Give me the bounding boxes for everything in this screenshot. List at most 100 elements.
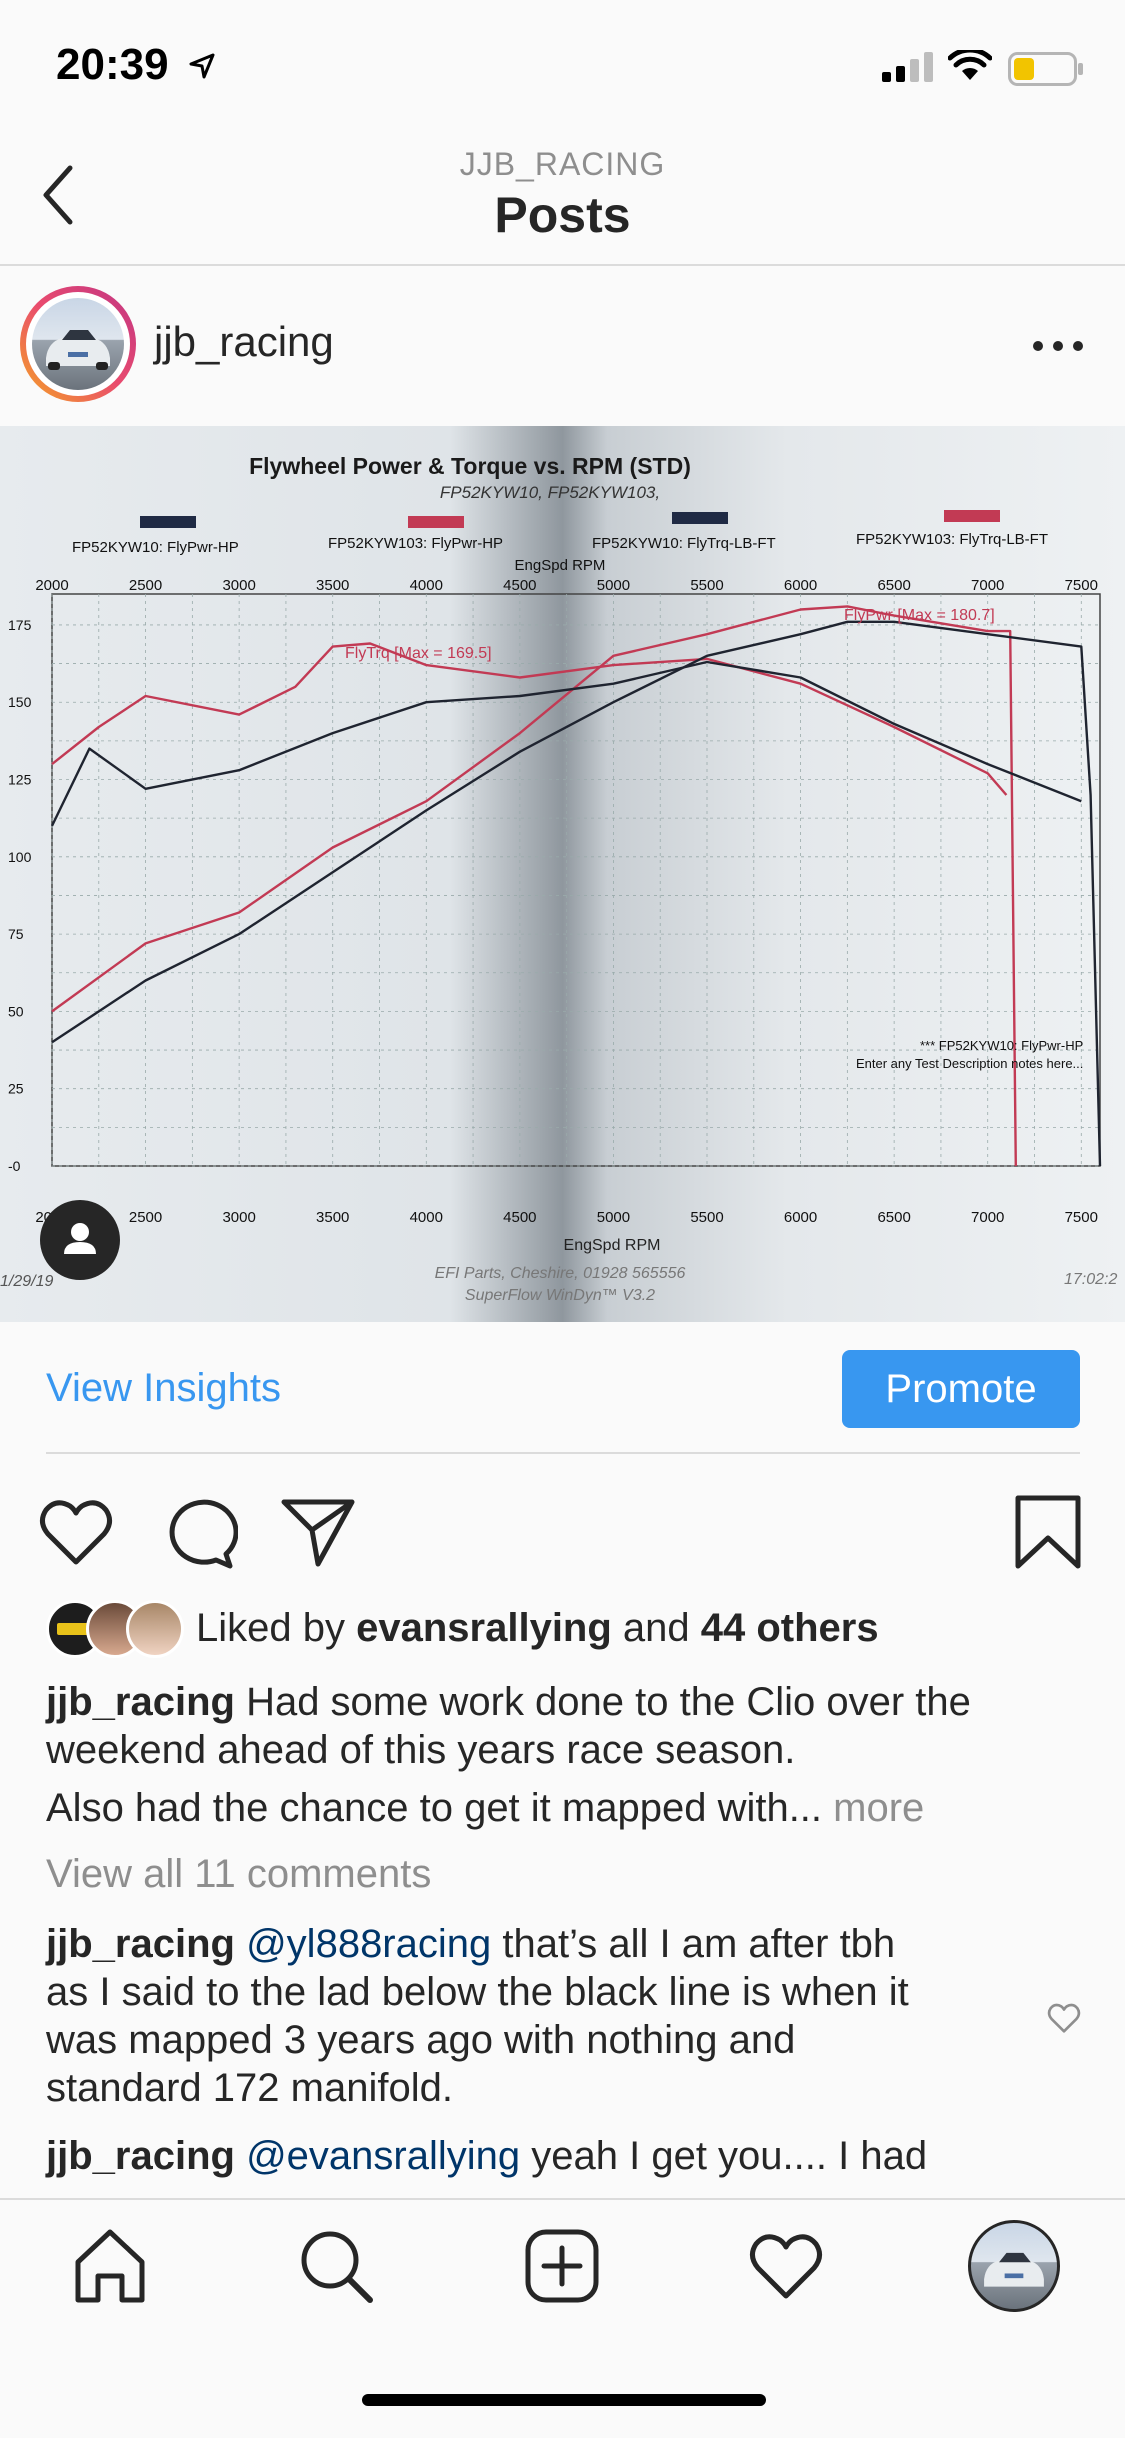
- legend-label-4: FP52KYW103: FlyTrq-LB-FT: [856, 531, 1048, 548]
- legend-swatch-3: [672, 512, 728, 524]
- likes-summary[interactable]: Liked by evansrallying and 44 others: [196, 1606, 879, 1651]
- share-icon[interactable]: [278, 1492, 358, 1572]
- comment-like-heart-icon[interactable]: [1046, 2002, 1082, 2034]
- comment-icon[interactable]: [158, 1492, 238, 1572]
- home-icon[interactable]: [70, 2226, 150, 2306]
- heart-icon[interactable]: [36, 1492, 116, 1572]
- comment-2-username[interactable]: jjb_racing: [46, 2134, 235, 2178]
- post-photo[interactable]: Flywheel Power & Torque vs. RPM (STD) FP…: [0, 426, 1125, 1322]
- caption-username[interactable]: jjb_racing: [46, 1680, 235, 1724]
- home-indicator: [362, 2394, 766, 2406]
- top-tick-label: 6000: [784, 577, 817, 594]
- legend-label-2: FP52KYW103: FlyPwr-HP: [328, 535, 503, 552]
- car-avatar-icon: [984, 2252, 1044, 2287]
- comment-1-line-3: was mapped 3 years ago with nothing and: [46, 2018, 796, 2062]
- back-arrow-icon[interactable]: [36, 160, 86, 230]
- comment-1-line-1: jjb_racing @yl888racing that’s all I am …: [46, 1922, 895, 1967]
- tagged-people-button[interactable]: [40, 1200, 120, 1280]
- top-tick-label: 2500: [129, 577, 162, 594]
- chart-title: Flywheel Power & Torque vs. RPM (STD): [249, 453, 691, 479]
- bookmark-icon[interactable]: [1008, 1492, 1088, 1572]
- chart-grid: [51, 593, 1101, 1167]
- y-tick-label: 175: [8, 617, 32, 633]
- bottom-tick-label: 3500: [316, 1209, 349, 1226]
- y-tick-label: -0: [8, 1158, 21, 1174]
- comment-1-text-1: that’s all I am after tbh: [491, 1922, 896, 1966]
- bottom-tick-label: 5500: [690, 1209, 723, 1226]
- top-tick-label: 2000: [35, 577, 68, 594]
- page-title: Posts: [494, 187, 631, 243]
- legend-swatch-4: [944, 510, 1000, 522]
- caption-line-1: jjb_racing Had some work done to the Cli…: [46, 1680, 971, 1725]
- series-line-1: [51, 605, 1017, 1167]
- likes-user[interactable]: evansrallying: [356, 1606, 612, 1650]
- footer-line-2: SuperFlow WinDyn™ V3.2: [465, 1287, 655, 1304]
- bottom-tick-label: 6000: [784, 1209, 817, 1226]
- caption-more-link[interactable]: more: [833, 1786, 925, 1830]
- more-options-icon[interactable]: [1030, 338, 1086, 354]
- footer-line-1: EFI Parts, Cheshire, 01928 565556: [435, 1265, 686, 1282]
- chart-clock: 17:02:2: [1064, 1271, 1117, 1288]
- y-tick-label: 125: [8, 772, 32, 788]
- plot-frame: [51, 593, 1101, 1167]
- location-arrow-icon: [189, 53, 215, 79]
- search-icon[interactable]: [296, 2226, 376, 2306]
- activity-heart-icon[interactable]: [746, 2226, 826, 2306]
- cellular-signal-icon: [882, 52, 933, 82]
- bottom-tick-label: 3000: [222, 1209, 255, 1226]
- car-avatar-icon: [46, 330, 110, 370]
- person-icon: [64, 1223, 96, 1254]
- liker-avatar-3: [126, 1600, 184, 1658]
- top-tick-label: 3500: [316, 577, 349, 594]
- legend-swatch-1: [140, 516, 196, 528]
- legend-label-1: FP52KYW10: FlyPwr-HP: [72, 539, 239, 556]
- legend-swatch-2: [408, 516, 464, 528]
- liker-logo-icon: [57, 1623, 93, 1635]
- top-tick-label: 4000: [410, 577, 443, 594]
- account-name: JJB_RACING: [459, 146, 666, 182]
- view-insights-link[interactable]: View Insights: [46, 1366, 281, 1410]
- bottom-tick-label: 7000: [971, 1209, 1004, 1226]
- avatar[interactable]: [32, 298, 124, 390]
- legend-label-3: FP52KYW10: FlyTrq-LB-FT: [592, 535, 776, 552]
- likes-mid: and: [611, 1606, 701, 1650]
- likes-count[interactable]: 44 others: [700, 1606, 879, 1650]
- comment-1-line-4: standard 172 manifold.: [46, 2066, 453, 2110]
- y-tick-label: 150: [8, 694, 32, 710]
- comment-2-mention[interactable]: @evansrallying: [246, 2134, 521, 2178]
- bottom-tick-label: 2500: [129, 1209, 162, 1226]
- top-axis-label: EngSpd RPM: [515, 557, 606, 574]
- y-tick-label: 75: [8, 926, 24, 942]
- power-max-annotation: FlyPwr [Max = 180.7]: [844, 607, 995, 624]
- top-axis-ticks: 2000 2500 3000 3500 4000 4500 5000 5500 6000 6500…: [35, 577, 1098, 594]
- bottom-tick-label: 4000: [410, 1209, 443, 1226]
- comment-2-line-1: jjb_racing @evansrallying yeah I get you…: [46, 2134, 927, 2179]
- bottom-tick-label: 6500: [877, 1209, 910, 1226]
- comment-1-username[interactable]: jjb_racing: [46, 1922, 235, 1966]
- bottom-tick-label: 7500: [1065, 1209, 1098, 1226]
- new-post-icon[interactable]: [522, 2226, 602, 2306]
- chart-date: 1/29/19: [0, 1273, 53, 1290]
- torque-max-annotation: FlyTrq [Max = 169.5]: [345, 645, 492, 662]
- view-all-comments-link[interactable]: View all 11 comments: [46, 1852, 432, 1896]
- profile-tab-avatar[interactable]: [968, 2220, 1060, 2312]
- wifi-icon: [948, 50, 992, 80]
- y-axis-ticks: 175 150 125 100 75 50 25 -0: [8, 617, 32, 1174]
- top-tick-label: 5000: [597, 577, 630, 594]
- bottom-axis-label: EngSpd RPM: [564, 1237, 661, 1254]
- dyno-chart: Flywheel Power & Torque vs. RPM (STD) FP…: [0, 453, 1117, 1304]
- caption-text-1: Had some work done to the Clio over the: [234, 1680, 971, 1724]
- bottom-tick-label: 4500: [503, 1209, 536, 1226]
- caption-line-3: Also had the chance to get it mapped wit…: [46, 1786, 924, 1831]
- y-tick-label: 50: [8, 1003, 24, 1019]
- post-username[interactable]: jjb_racing: [154, 318, 334, 365]
- top-tick-label: 6500: [877, 577, 910, 594]
- note-line-1: *** FP52KYW10: FlyPwr-HP: [920, 1038, 1083, 1053]
- series-line-3: [51, 620, 1102, 1167]
- comment-1-line-2: as I said to the lad below the black lin…: [46, 1970, 909, 2014]
- comment-2-text-1: yeah I get you.... I had: [520, 2134, 928, 2178]
- caption-text-3: Also had the chance to get it mapped wit…: [46, 1786, 834, 1830]
- comment-1-mention[interactable]: @yl888racing: [246, 1922, 492, 1966]
- promote-button[interactable]: Promote: [842, 1350, 1080, 1428]
- series-line-2: [51, 642, 1008, 796]
